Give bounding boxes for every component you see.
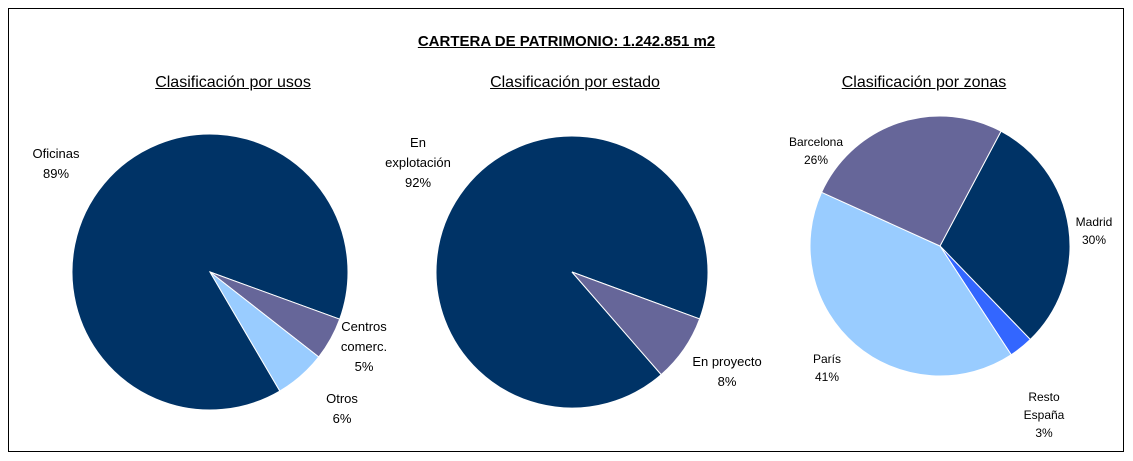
pie-slice [939, 130, 1071, 341]
chart-title: Clasificación por estado [490, 74, 660, 91]
category-label: Madrid [1075, 215, 1113, 229]
slice-label: Resto España 3% [1014, 388, 1074, 442]
value-label: 89% [42, 166, 70, 181]
chart-title: Clasificación por usos [155, 74, 311, 91]
value-label: 5% [354, 359, 374, 374]
pie-slice [571, 271, 701, 376]
slice-label: Oficinas 89% [11, 144, 101, 184]
category-label: París [812, 352, 841, 366]
slice-label: Barcelona 26% [776, 133, 856, 169]
slice-label: Otros 6% [312, 389, 372, 429]
pie-slice [209, 271, 320, 392]
value-label: 92% [404, 175, 432, 190]
slice-label: Centros comerc. 5% [329, 317, 399, 377]
value-label: 41% [814, 370, 840, 384]
pie-slice [820, 115, 1002, 247]
category-label: Barcelona [788, 135, 844, 149]
pie-slice [809, 191, 1012, 377]
value-label: 3% [1035, 426, 1053, 440]
value-label: 30% [1081, 233, 1107, 247]
frame [8, 8, 1124, 452]
value-label: 26% [803, 153, 829, 167]
category-label: Otros [326, 391, 358, 406]
value-label: 6% [332, 411, 352, 426]
category-label: Oficinas [32, 146, 80, 161]
category-label: Centros comerc. [340, 319, 388, 354]
category-label: En proyecto [692, 354, 762, 369]
value-label: 8% [717, 374, 737, 389]
main-title: CARTERA DE PATRIMONIO: 1.242.851 m2 [417, 33, 716, 50]
category-label: Resto España [1023, 390, 1065, 422]
slice-label: En proyecto 8% [672, 352, 782, 392]
slice-label: En explotación 92% [378, 133, 458, 193]
category-label: En explotación [385, 135, 451, 170]
slice-label: París 41% [797, 350, 857, 386]
slice-label: Madrid 30% [1064, 213, 1124, 249]
chart-title: Clasificación por zonas [841, 74, 1007, 91]
